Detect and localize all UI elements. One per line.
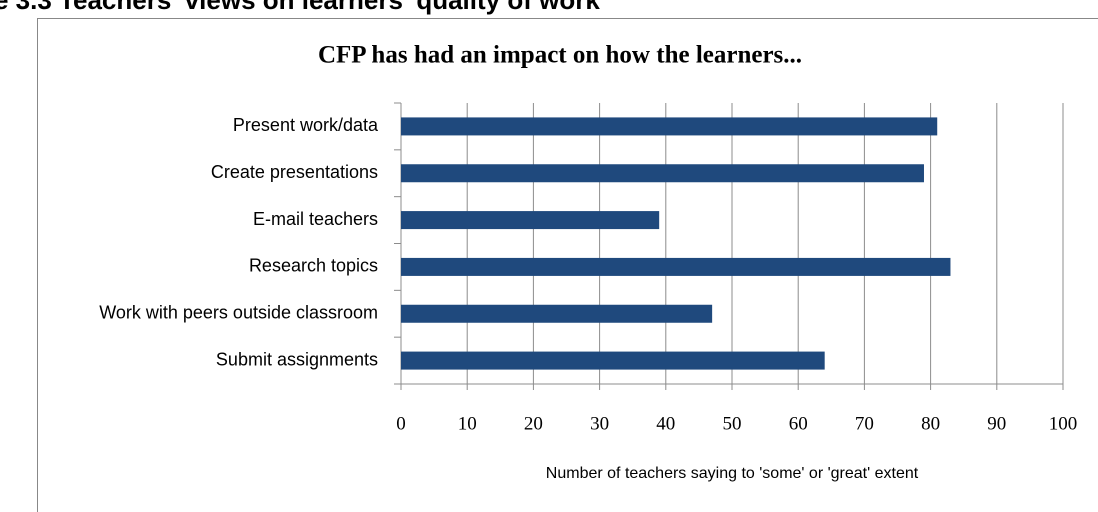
chart-frame	[37, 18, 1098, 512]
x-tick-label: 10	[458, 413, 477, 434]
page-heading: e 3.3 Teachers' views on learners' quali…	[0, 0, 600, 15]
x-tick-label: 90	[987, 413, 1006, 434]
y-tick-label: Present work/data	[233, 115, 379, 135]
x-tick-label: 70	[855, 413, 874, 434]
x-axis-label: Number of teachers saying to 'some' or '…	[546, 465, 919, 482]
x-tick-label: 80	[921, 413, 940, 434]
bar	[401, 351, 825, 370]
bar	[401, 164, 924, 183]
y-tick-label: Submit assignments	[216, 349, 378, 369]
bar	[401, 117, 938, 136]
y-tick-label: Research topics	[249, 256, 378, 276]
x-tick-label: 30	[590, 413, 609, 434]
x-tick-label: 50	[723, 413, 742, 434]
chart-title: CFP has had an impact on how the learner…	[318, 42, 802, 69]
bar	[401, 257, 951, 276]
y-tick-label: Create presentations	[211, 162, 378, 182]
bar	[401, 211, 660, 230]
x-tick-label: 0	[396, 413, 406, 434]
y-tick-label: E-mail teachers	[253, 209, 378, 229]
x-tick-label: 60	[789, 413, 808, 434]
x-tick-label: 20	[524, 413, 543, 434]
y-tick-label: Work with peers outside classroom	[99, 303, 378, 323]
x-tick-label: 40	[656, 413, 675, 434]
x-tick-label: 100	[1049, 413, 1078, 434]
bar	[401, 304, 713, 323]
